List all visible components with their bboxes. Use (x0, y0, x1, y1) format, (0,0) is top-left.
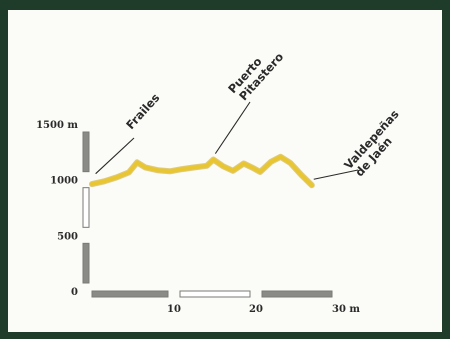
y-axis-segment-2 (82, 131, 90, 173)
x-tick-label-2: 30 m (332, 304, 360, 315)
y-axis-segment-1 (82, 187, 90, 228)
elevation-line-0 (90, 154, 314, 188)
leader-line-frailes (95, 137, 135, 175)
x-axis-segment-0 (91, 290, 169, 298)
x-axis-segment-1 (179, 290, 251, 298)
x-axis-segment-2 (261, 290, 333, 298)
y-tick-label-3: 1500 m (36, 120, 78, 131)
y-axis-segment-0 (82, 242, 90, 284)
y-tick-label-2: 1000 (50, 176, 78, 187)
x-tick-label-0: 10 (167, 304, 181, 315)
leader-line-puerto-pitastero (214, 101, 251, 154)
y-tick-label-0: 0 (71, 287, 78, 298)
y-tick-label-1: 500 (57, 231, 78, 242)
x-tick-label-1: 20 (249, 304, 263, 315)
leader-line-valdepenas (313, 169, 359, 180)
inner-panel (8, 10, 442, 332)
